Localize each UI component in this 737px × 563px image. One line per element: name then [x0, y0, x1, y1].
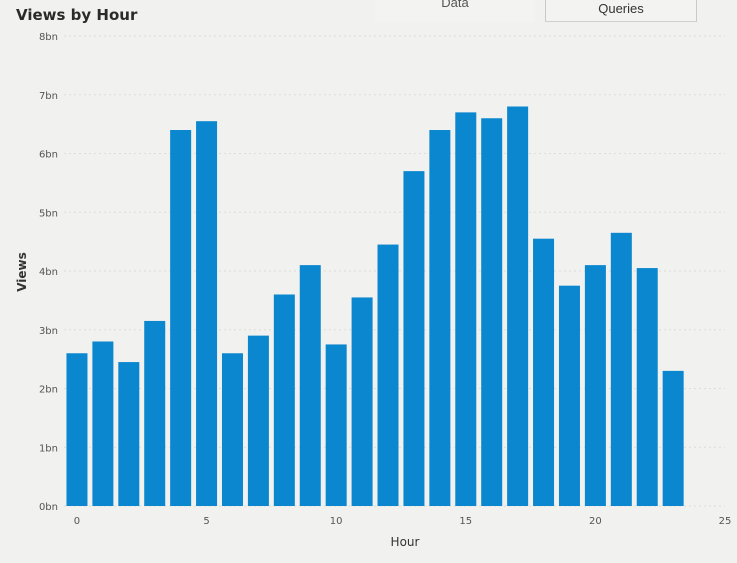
bar[interactable] [299, 265, 321, 506]
x-axis-title: Hour [391, 535, 420, 549]
y-tick-label: 5bn [39, 208, 58, 219]
y-tick-label: 6bn [39, 150, 58, 161]
bar[interactable] [636, 268, 658, 506]
x-axis-ticks: 0 5 10 15 20 25 [74, 516, 732, 527]
bar[interactable] [662, 370, 684, 506]
bar[interactable] [481, 118, 503, 506]
bar[interactable] [507, 106, 529, 507]
bar[interactable] [92, 341, 114, 507]
bar[interactable] [66, 353, 88, 506]
bar[interactable] [533, 238, 555, 506]
y-tick-label: 1bn [39, 443, 58, 454]
bar[interactable] [247, 335, 269, 506]
x-tick-label: 20 [589, 516, 602, 527]
bar[interactable] [455, 112, 477, 506]
tab-bar: Data Queries [0, 0, 737, 22]
x-tick-label: 25 [719, 516, 732, 527]
bar[interactable] [170, 130, 192, 506]
y-axis-ticks: 0bn 1bn 2bn 3bn 4bn 5bn 6bn 7bn 8bn [39, 32, 58, 513]
bar[interactable] [144, 320, 166, 506]
chart-title: Views by Hour [16, 6, 138, 24]
x-tick-label: 0 [74, 516, 80, 527]
y-tick-label: 0bn [39, 502, 58, 513]
bar[interactable] [610, 232, 632, 506]
bar[interactable] [273, 294, 295, 507]
bars [66, 106, 684, 507]
bar[interactable] [377, 244, 399, 506]
y-tick-label: 4bn [39, 267, 58, 278]
tab-data[interactable]: Data [375, 0, 535, 22]
y-tick-label: 3bn [39, 326, 58, 337]
y-tick-label: 2bn [39, 385, 58, 396]
bar[interactable] [429, 130, 451, 506]
bar[interactable] [325, 344, 347, 506]
bar[interactable] [196, 121, 218, 506]
tab-spacer [696, 0, 737, 22]
bar[interactable] [118, 362, 140, 506]
y-tick-label: 7bn [39, 91, 58, 102]
x-tick-label: 10 [330, 516, 343, 527]
x-tick-label: 15 [459, 516, 472, 527]
bar[interactable] [351, 297, 373, 506]
tab-queries[interactable]: Queries [545, 0, 696, 22]
y-tick-label: 8bn [39, 32, 58, 43]
bar[interactable] [584, 265, 606, 506]
bar[interactable] [558, 285, 580, 506]
bar[interactable] [403, 171, 425, 506]
x-tick-label: 5 [203, 516, 209, 527]
bar[interactable] [221, 353, 243, 506]
y-axis-title: Views [15, 252, 29, 292]
